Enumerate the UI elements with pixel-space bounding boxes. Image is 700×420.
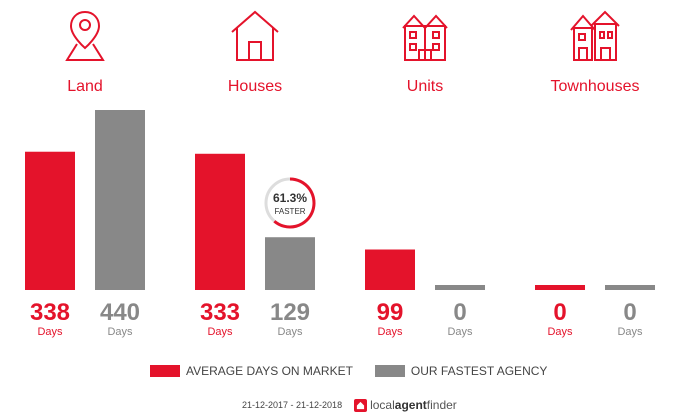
legend-swatch-fastest-agency (374, 365, 405, 377)
house-icon (231, 10, 279, 61)
value-houses-average: 333 (200, 299, 240, 326)
unit-townhouses-average: Days (547, 326, 573, 338)
legend-item-average-days: AVERAGE DAYS ON MARKET (150, 364, 353, 378)
badge-ring-progress (273, 177, 316, 229)
townhouses-icon (570, 10, 620, 61)
unit-land-average: Days (37, 326, 63, 338)
bar-houses-fastest (265, 237, 315, 290)
category-label-townhouses: Townhouses (550, 78, 640, 95)
category-townhouses: Townhouses (525, 8, 665, 96)
date-range: 21-12-2017 - 21-12-2018 (242, 400, 343, 410)
legend-label-fastest-agency: OUR FASTEST AGENCY (410, 364, 548, 378)
value-townhouses-fastest: 0 (623, 299, 636, 326)
value-land-fastest: 440 (100, 299, 140, 326)
unit-houses-average: Days (207, 326, 233, 338)
badge-text: FASTER (274, 207, 305, 216)
bar-townhouses-average (535, 285, 585, 290)
value-units-fastest: 0 (453, 299, 466, 326)
legend-item-fastest-agency: OUR FASTEST AGENCY (374, 364, 548, 378)
unit-townhouses-fastest: Days (617, 326, 643, 338)
legend-swatch-average-days (150, 365, 180, 377)
chart-legend: AVERAGE DAYS ON MARKET OUR FASTEST AGENC… (150, 364, 569, 378)
bar-houses-average (195, 153, 245, 290)
category-units: Units (355, 8, 495, 96)
value-townhouses-average: 0 (553, 299, 566, 326)
footer: 21-12-2017 - 21-12-2018 local agent finder (242, 398, 457, 412)
brand-mark-icon (354, 398, 368, 412)
value-units-average: 99 (377, 299, 404, 326)
brand-agent: agent (394, 398, 427, 412)
category-label-houses: Houses (227, 78, 283, 95)
unit-land-fastest: Days (107, 326, 133, 338)
value-houses-fastest: 129 (270, 299, 310, 326)
badge-percent: 61.3% (273, 191, 307, 205)
category-label-units: Units (406, 78, 444, 95)
brand-finder: finder (426, 398, 457, 412)
category-label-land: Land (67, 78, 103, 95)
bar-land-fastest (95, 110, 145, 290)
location-pin-icon (65, 10, 105, 61)
category-land: Land (15, 8, 155, 96)
brand-local: local (370, 398, 395, 412)
unit-houses-fastest: Days (277, 326, 303, 338)
bar-units-average (365, 249, 415, 290)
legend-label-average-days: AVERAGE DAYS ON MARKET (186, 364, 353, 378)
bar-townhouses-fastest (605, 285, 655, 290)
value-land-average: 338 (30, 299, 70, 326)
brand-logo: local agent finder (354, 398, 457, 412)
category-houses: Houses (185, 8, 325, 96)
bar-units-fastest (435, 285, 485, 290)
units-icon (402, 14, 448, 61)
bar-chart: 338Days440Days333Days129Days99Days0Days0… (25, 110, 655, 338)
unit-units-average: Days (377, 326, 403, 338)
unit-units-fastest: Days (447, 326, 473, 338)
bar-land-average (25, 151, 75, 290)
